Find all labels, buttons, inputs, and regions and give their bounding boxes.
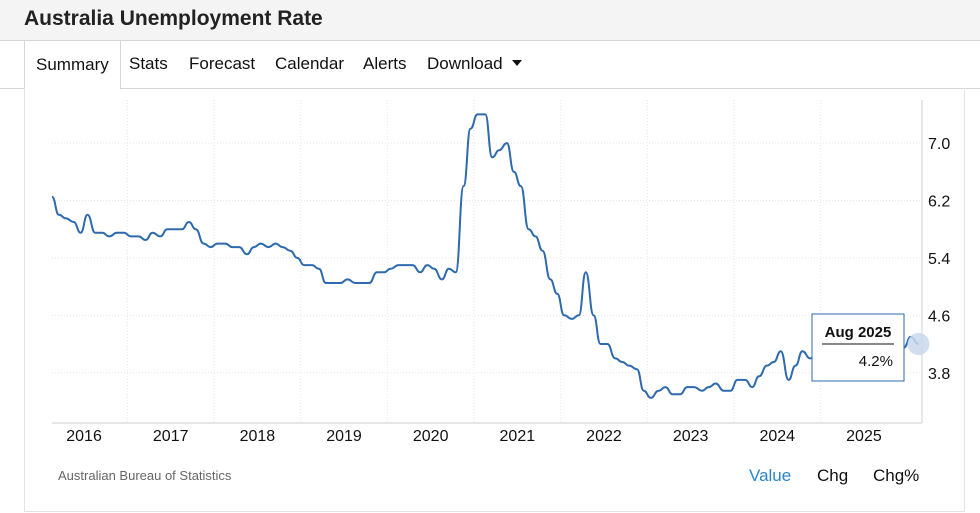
page-title: Australia Unemployment Rate xyxy=(24,7,323,30)
tooltip-value: 4.2% xyxy=(859,353,893,370)
mode-chg-pct-button[interactable]: Chg% xyxy=(873,466,920,485)
source-label: Australian Bureau of Statistics xyxy=(58,468,232,483)
y-tick-label: 6.2 xyxy=(928,193,950,210)
mode-value-button[interactable]: Value xyxy=(749,466,792,485)
tab-calendar[interactable]: Calendar xyxy=(275,54,344,73)
y-tick-label: 7.0 xyxy=(928,136,950,153)
series-line xyxy=(51,113,919,399)
chevron-down-icon xyxy=(511,60,522,66)
x-tick-label: 2020 xyxy=(413,428,449,445)
title-bar: Australia Unemployment Rate xyxy=(0,0,980,41)
x-tick-label: 2019 xyxy=(326,428,362,445)
tab-download-label: Download xyxy=(427,54,503,73)
tab-bar: Summary Stats Forecast Calendar Alerts D… xyxy=(0,40,980,90)
y-tick-label: 5.4 xyxy=(928,251,950,268)
tab-alerts[interactable]: Alerts xyxy=(363,54,407,73)
tab-download[interactable]: Download xyxy=(427,40,522,88)
y-tick-label: 4.6 xyxy=(928,308,950,325)
tooltip-box xyxy=(811,313,905,382)
x-tick-label: 2023 xyxy=(673,428,709,445)
x-tick-label: 2022 xyxy=(586,428,622,445)
x-tick-label: 2025 xyxy=(846,428,882,445)
x-tick-label: 2016 xyxy=(66,428,102,445)
x-tick-label: 2018 xyxy=(240,428,276,445)
mode-chg-button[interactable]: Chg xyxy=(817,466,849,485)
x-tick-label: 2024 xyxy=(759,428,795,445)
hover-point-marker xyxy=(907,333,930,356)
chart-panel xyxy=(24,88,965,512)
x-tick-label: 2017 xyxy=(153,428,189,445)
tab-stats[interactable]: Stats xyxy=(129,54,168,73)
tab-forecast[interactable]: Forecast xyxy=(189,54,256,73)
tab-summary[interactable]: Summary xyxy=(24,40,121,90)
tooltip-date: Aug 2025 xyxy=(825,324,892,341)
y-tick-label: 3.8 xyxy=(928,366,950,383)
x-tick-label: 2021 xyxy=(500,428,536,445)
